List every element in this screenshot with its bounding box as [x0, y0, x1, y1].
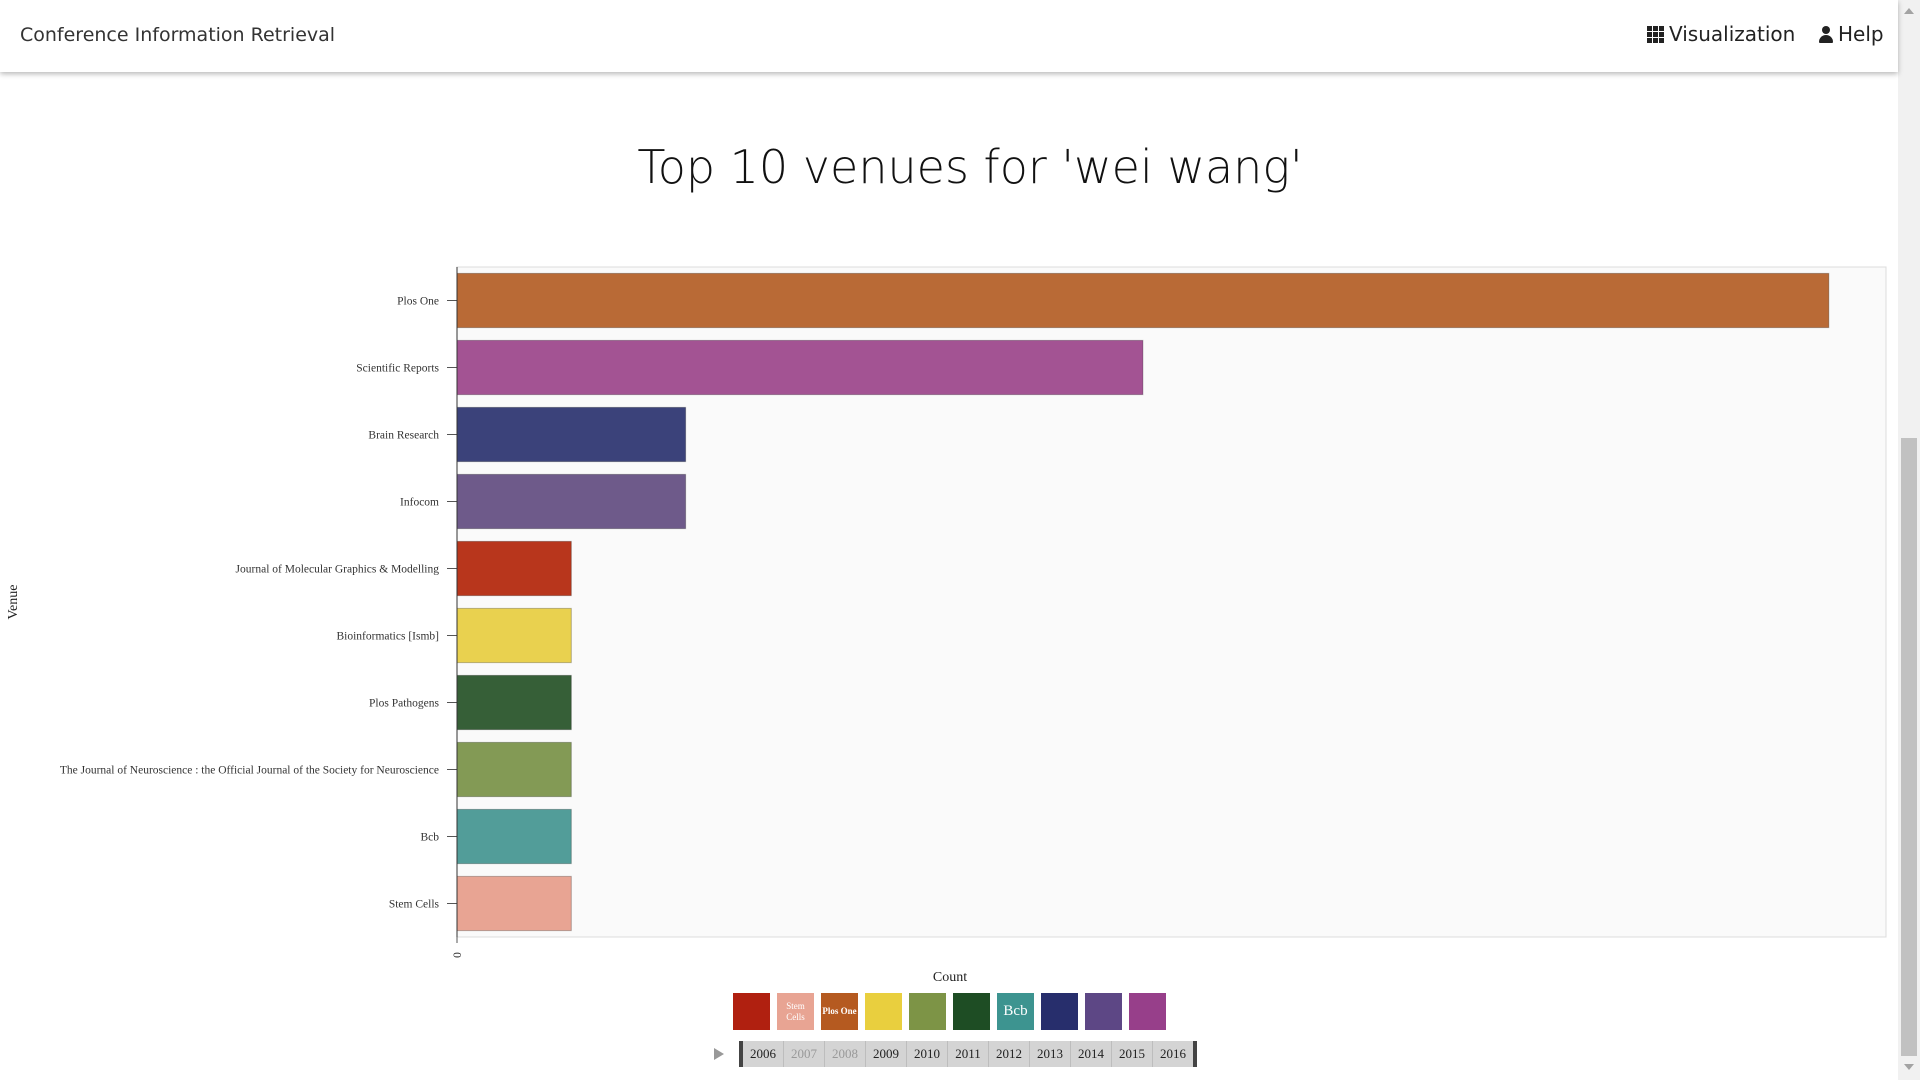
legend-swatch[interactable]	[953, 993, 990, 1030]
brand-title[interactable]: Conference Information Retrieval	[20, 24, 336, 46]
timeline-year[interactable]: 2012	[989, 1041, 1030, 1067]
y-tick-label: Bioinformatics [Ismb]	[336, 631, 439, 643]
y-axis-label: Venue	[6, 585, 21, 620]
nav-help-label: Help	[1838, 22, 1884, 46]
x-tick-label: 0	[452, 952, 464, 958]
legend-swatch[interactable]	[733, 993, 770, 1030]
timeline-year[interactable]: 2008	[825, 1041, 866, 1067]
y-tick-label: Stem Cells	[389, 899, 440, 911]
nav-visualization-label: Visualization	[1669, 22, 1796, 46]
legend-swatch[interactable]	[1129, 993, 1166, 1030]
legend-swatch[interactable]: Plos One	[821, 993, 858, 1030]
legend-swatch[interactable]	[909, 993, 946, 1030]
y-tick-label: The Journal of Neuroscience : the Offici…	[60, 765, 439, 777]
chart-title: Top 10 venues for 'wei wang'	[637, 140, 1303, 194]
bar[interactable]	[456, 540, 572, 597]
bar[interactable]	[456, 808, 572, 865]
bar[interactable]	[456, 674, 572, 731]
y-tick-label: Plos One	[397, 296, 439, 308]
year-timeline: 2006 2007 2008 2009 2010 2011 2012 2013 2014 2015…	[739, 1041, 1197, 1067]
bar[interactable]	[456, 272, 1830, 329]
play-icon[interactable]	[714, 1048, 724, 1060]
scroll-thumb[interactable]	[1901, 438, 1917, 1056]
legend-swatch[interactable]	[1085, 993, 1122, 1030]
user-icon	[1819, 25, 1833, 43]
timeline-year[interactable]: 2007	[784, 1041, 825, 1067]
nav-visualization-link[interactable]: Visualization	[1647, 22, 1795, 46]
bar[interactable]	[456, 339, 1144, 396]
bar[interactable]	[456, 875, 572, 932]
legend-swatch[interactable]	[865, 993, 902, 1030]
legend-swatch[interactable]: Bcb	[997, 993, 1034, 1030]
legend: Stem Cells Plos One Bcb	[733, 993, 1166, 1030]
x-axis-label: Count	[933, 970, 967, 985]
timeline-year[interactable]: 2013	[1030, 1041, 1071, 1067]
navbar: Conference Information Retrieval Visuali…	[0, 0, 1898, 72]
bar[interactable]	[456, 741, 572, 798]
y-tick-label: Scientific Reports	[356, 363, 439, 375]
scroll-down-arrow-icon[interactable]	[1904, 1064, 1914, 1070]
timeline-year[interactable]: 2009	[866, 1041, 907, 1067]
timeline-year[interactable]: 2016	[1160, 1046, 1186, 1061]
timeline-year[interactable]: 2014	[1071, 1041, 1112, 1067]
y-tick-label: Plos Pathogens	[369, 698, 439, 710]
y-tick-label: Bcb	[420, 832, 439, 844]
timeline-year[interactable]: 2006	[743, 1041, 784, 1067]
bar[interactable]	[456, 406, 687, 463]
y-tick-label: Brain Research	[368, 430, 439, 442]
bar[interactable]	[456, 607, 572, 664]
legend-swatch[interactable]	[1041, 993, 1078, 1030]
y-tick-label: Infocom	[400, 497, 439, 509]
th-grid-icon	[1647, 25, 1664, 43]
scroll-up-arrow-icon[interactable]	[1904, 8, 1914, 14]
timeline-year[interactable]: 2015	[1112, 1041, 1153, 1067]
page-scrollbar[interactable]	[1898, 0, 1920, 1080]
legend-swatch[interactable]: Stem Cells	[777, 993, 814, 1030]
bar[interactable]	[456, 473, 687, 530]
y-tick-label: Journal of Molecular Graphics & Modellin…	[236, 564, 440, 576]
nav-help-link[interactable]: Help	[1819, 22, 1884, 46]
timeline-year[interactable]: 2011	[948, 1041, 989, 1067]
timeline-year[interactable]: 2010	[907, 1041, 948, 1067]
